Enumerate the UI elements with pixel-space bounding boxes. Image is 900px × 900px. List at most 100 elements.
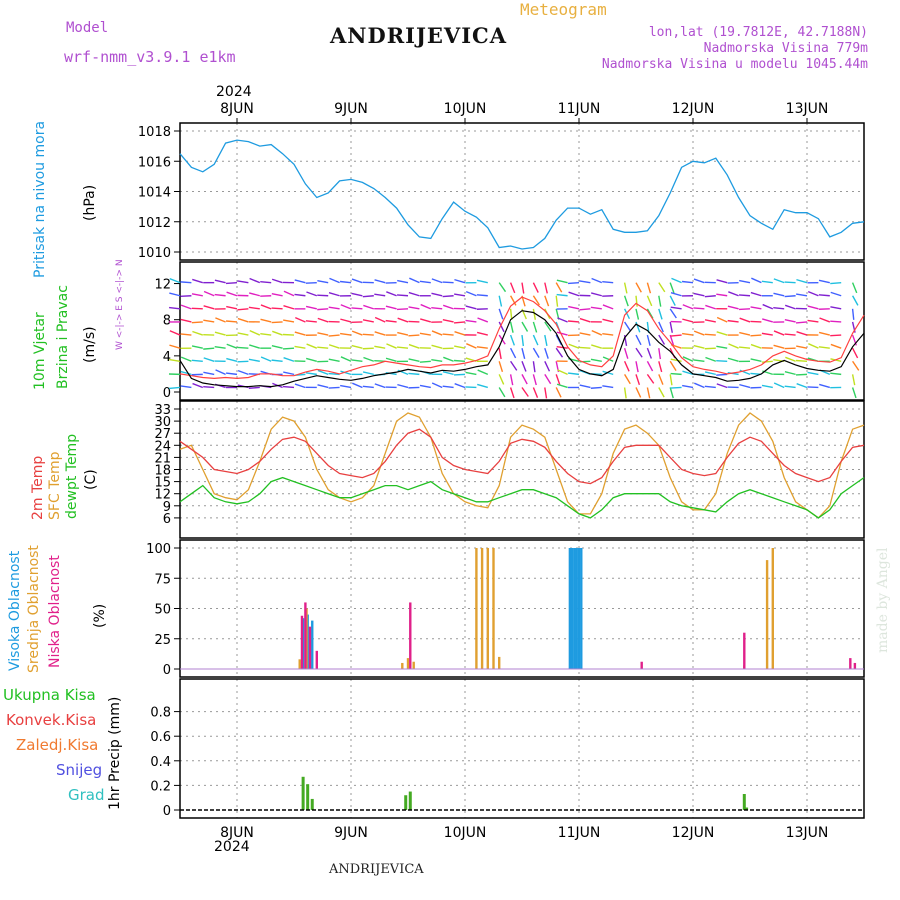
wind-arrow [658,321,664,333]
wind-arrow [498,374,505,385]
wind-arrow [420,303,432,310]
wind-arrow [260,280,272,284]
wind-arrow [226,305,238,310]
wind-arrow [646,334,651,346]
lonlat-label: lon,lat (19.7812E, 42.7188N) [648,25,868,40]
wind-arrow [851,295,859,306]
wind-arrow [249,277,261,284]
wind-arrow [773,278,785,284]
wind-arrow [671,277,682,284]
wind-arrow [579,332,591,336]
wind-arrow [498,282,507,293]
wind-arrow [282,333,295,336]
wind-arrow [498,308,504,320]
wind-arrow [225,320,238,323]
wind-arrow [340,304,352,310]
wind-arrow [305,372,317,376]
wind-arrow [623,308,631,320]
wind-arrow [168,306,181,310]
wind-arrow [557,317,568,323]
wind-arrow [442,281,454,284]
wind-arrow [750,343,762,349]
wind-arrow [465,290,477,297]
precip-bar [306,784,310,810]
wind-arrow [328,386,340,389]
wind-arrow [454,331,466,336]
wind-arrow [306,291,318,297]
cloud-bar [412,661,415,669]
wind-arrow [226,291,238,297]
wind-arrow [466,343,477,349]
wind-arrow [317,294,329,297]
wind-arrow [419,360,431,363]
wind-arrow [328,306,340,310]
wind-arrow [192,330,204,336]
wind-arrow [419,332,431,336]
wind-arrow [555,282,563,293]
wind-arrow [498,348,502,360]
wind-arrow [818,279,830,284]
y-tick-label: 0.8 [150,706,171,721]
wind-arrow [453,373,466,376]
precip-bar [742,794,746,810]
wind-arrow [260,318,272,323]
wind-arrow [819,317,831,323]
wind-arrow [669,387,674,399]
wind-arrow [521,348,526,360]
wind-arrow [773,330,785,336]
wind-arrow [408,320,420,323]
wind-arrow [180,385,192,389]
date-label-top: 12JUN [672,101,715,117]
wind-arrow [509,347,517,359]
wind-arrow [454,278,466,284]
wind-arrow [385,305,397,310]
wind-arrow [328,344,340,349]
wind-arrow [762,303,774,310]
wind-arrow [248,306,260,310]
wind-arrow [567,372,580,376]
wind-arrow [203,305,215,310]
cloud-bar [849,658,852,669]
wind-arrow [602,280,614,284]
wind-arrow [670,386,682,389]
wind-arrow [670,334,682,337]
y-tick-label: 1012 [138,216,171,231]
wind-arrow [795,373,808,376]
y-tick-label: 0.2 [150,779,171,794]
wind-arrow [739,279,751,284]
wind-arrow [374,359,386,362]
wind-arrow [271,359,283,362]
wind-arrow [716,345,728,349]
wind-arrow [248,292,260,297]
cloud-bar [480,548,484,669]
wind-arrow [509,387,515,399]
precip-bar [745,807,749,810]
wind-arrow [557,369,568,376]
wind-arrow [465,319,477,323]
wind-arrow [727,319,739,323]
date-label-top: 11JUN [558,101,601,117]
wind-arrow [408,343,420,349]
wind-arrow [180,370,192,376]
wind-arrow [623,282,628,294]
wind-arrow [532,321,538,333]
y-tick-label: 1018 [138,125,171,140]
wind-arrow [498,321,505,333]
cloud-bar [315,650,318,669]
wind-arrow [532,374,537,386]
wind-arrow [328,372,340,376]
wind-arrow [169,292,181,297]
wind-arrow [532,361,536,373]
wind-arrow [532,308,536,320]
cloud-bar [570,548,574,669]
y-tick-label: 18 [154,464,171,479]
wind-arrow [555,295,559,307]
wind-arrow [739,383,751,389]
wind-arrow [623,347,629,359]
wind-arrow [579,308,591,311]
wind-arrow [646,373,655,384]
wind-arrow [784,385,796,389]
wind-arrow [237,360,249,363]
cloud-bar [575,548,578,669]
